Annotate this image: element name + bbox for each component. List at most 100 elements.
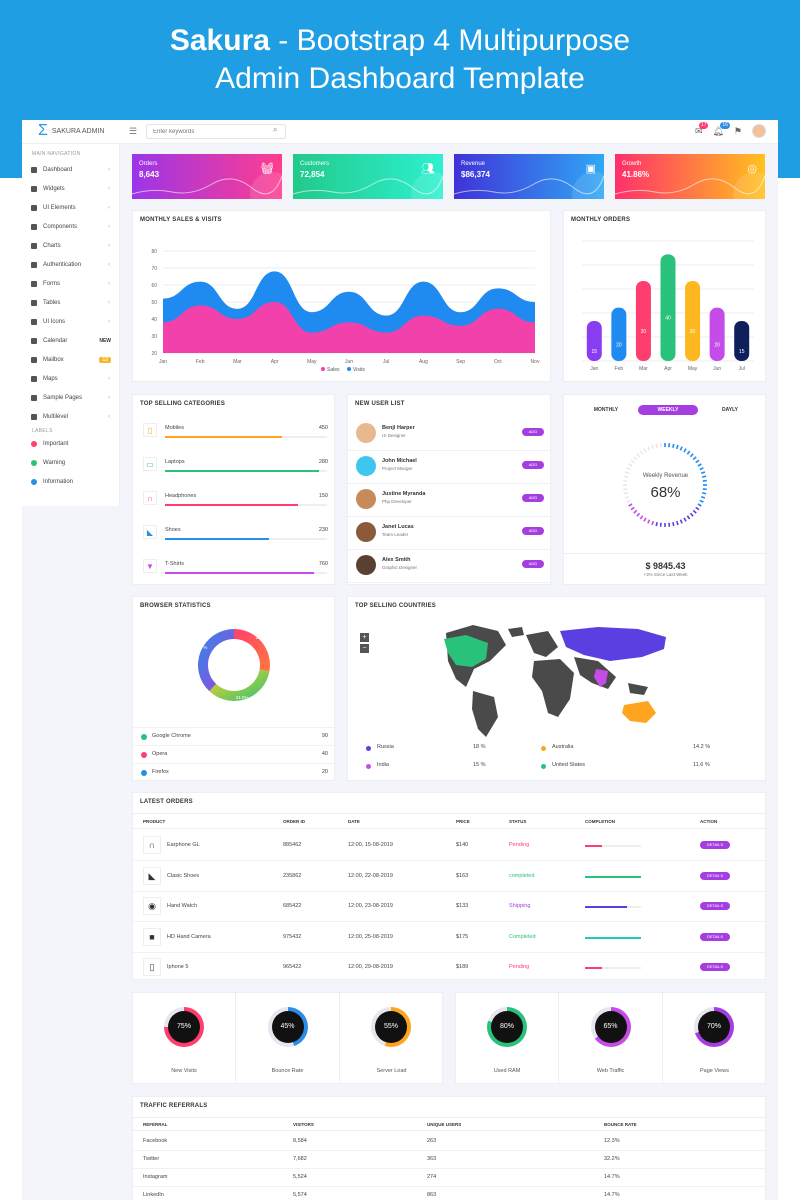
stat-card-customers[interactable]: Customers 72,854 👥︎ [293,154,443,199]
mail-icon[interactable]: ✉ 17 [694,121,709,136]
bar-mar[interactable] [635,281,651,361]
gauge-used-ram[interactable]: 80% Used RAM [456,993,559,1083]
add-user-button[interactable]: ADD [522,428,544,436]
donut-slice[interactable] [234,629,270,672]
add-user-button[interactable]: ADD [522,494,544,502]
brand[interactable]: Σ SAKURA ADMIN [38,123,104,139]
order-row[interactable]: ∩ Earphone GL 885462 12:00, 15-08-2019 $140 P… [133,831,767,861]
gauge-new-visits[interactable]: 75% New Visits [133,993,236,1083]
category-row[interactable]: ∩ Headphones 150 [133,489,336,519]
sidebar-item-maps[interactable]: Maps ‹ [22,369,119,388]
sidebar-item-components[interactable]: Components ‹ [22,217,119,236]
stat-card-revenue[interactable]: Revenue $86,374 ▣ [454,154,604,199]
user-row[interactable]: Benji Harper UI Designer ADD [348,419,552,451]
category-row[interactable]: ▯ Mobiles 450 [133,421,336,451]
map-region-united-states[interactable] [444,635,488,667]
gauge-web-traffic[interactable]: 65% Web Traffic [560,993,663,1083]
user-avatar[interactable] [752,124,766,138]
x-tick-label: Aug [419,359,428,365]
sidebar-item-ui-elements[interactable]: UI Elements ‹ [22,198,119,217]
tab-weekly[interactable]: WEEKLY [638,405,698,415]
browser-row[interactable]: Opera 40 [133,745,336,763]
user-row[interactable]: Justine Myranda Php Developer ADD [348,485,552,517]
tab-monthly[interactable]: MONTHLY [593,407,619,413]
map-zoom-in[interactable]: + [360,633,369,642]
details-button[interactable]: DETAILS [700,841,730,849]
order-id: 235862 [283,872,302,879]
area-series-sales[interactable] [163,302,535,353]
order-row[interactable]: ■ HD Hand Camera 975432 12:00, 25-08-2019 $1… [133,923,767,953]
user-row[interactable]: Alex Smith Graphic Designer ADD [348,551,552,583]
flag-icon[interactable]: ⚑ [733,125,742,136]
map-region-australia[interactable] [622,701,656,723]
bar-feb[interactable] [611,307,627,361]
search-input[interactable] [146,124,286,139]
country-row[interactable]: Australia 14.2 % [541,743,711,755]
label-important[interactable]: Important [22,434,119,453]
category-row[interactable]: ▭ Laptops 280 [133,455,336,485]
bar-jul[interactable] [734,321,750,361]
gauge-tick [683,448,687,453]
country-row[interactable]: United States 11.6 % [541,761,711,773]
details-button[interactable]: DETAILS [700,902,730,910]
order-row[interactable]: ▯ Iphone 5 965422 12:00, 29-08-2019 $189 Pend… [133,953,767,983]
details-button[interactable]: DETAILS [700,963,730,971]
latest-orders-title: LATEST ORDERS [140,799,193,805]
sidebar-item-multilevel[interactable]: Multilevel ‹ [22,407,119,426]
sidebar-item-charts[interactable]: Charts ‹ [22,236,119,255]
stat-card-growth[interactable]: Growth 41.86% ◎ [615,154,765,199]
world-map[interactable] [348,617,767,742]
sidebar-item-forms[interactable]: Forms ‹ [22,274,119,293]
menu-toggle-icon[interactable]: ☰ [129,126,138,136]
user-row[interactable]: John Michael Project Manger ADD [348,452,552,484]
add-user-button[interactable]: ADD [522,527,544,535]
bar-apr[interactable] [660,254,676,361]
tab-dayly[interactable]: DAYLY [721,407,739,413]
map-zoom-out[interactable]: − [360,644,369,653]
map-region-india[interactable] [594,669,608,687]
sidebar-item-dashboard[interactable]: Dashboard ‹ [22,160,119,179]
donut-slice[interactable] [209,669,270,701]
sidebar-item-sample-pages[interactable]: Sample Pages ‹ [22,388,119,407]
category-row[interactable]: ◣ Shoes 230 [133,523,336,553]
traffic-row[interactable]: Twitter 7,682 363 32.2% [133,1151,767,1169]
country-row[interactable]: Russia 18 % [366,743,536,755]
bar-may[interactable] [685,281,701,361]
gauge-bounce-rate[interactable]: 45% Bounce Rate [237,993,340,1083]
search-icon[interactable]: ⌕ [273,125,278,134]
sidebar-item-ui-icons[interactable]: UI Icons ‹ [22,312,119,331]
country-row[interactable]: India 15 % [366,761,536,773]
sidebar-item-widgets[interactable]: Widgets ‹ [22,179,119,198]
gauges-right-card: 80% Used RAM 65% Web Traffic 70% Page Views [455,992,766,1084]
traffic-row[interactable]: LinkedIn 5,574 863 14.7% [133,1187,767,1200]
traffic-row[interactable]: Instagram 5,524 274 14.7% [133,1169,767,1187]
stat-card-orders[interactable]: Orders 8,643 🧺︎ [132,154,282,199]
sidebar-item-tables[interactable]: Tables ‹ [22,293,119,312]
sidebar-item-authentication[interactable]: Authentication ‹ [22,255,119,274]
details-button[interactable]: DETAILS [700,932,730,941]
add-user-button[interactable]: ADD [522,560,544,568]
order-row[interactable]: ◣ Clasic Shoes 235862 12:00, 22-08-2019 $163… [133,862,767,892]
gauge-server-load[interactable]: 55% Server Load [340,993,443,1083]
browser-row[interactable]: Google Chrome 90 [133,727,336,745]
bell-icon[interactable]: 🔔︎ 16 [712,121,730,136]
sidebar-item-label: Mailbox [43,356,64,363]
traffic-row[interactable]: Facebook 8,584 263 12.3% [133,1133,767,1151]
map-region-russia[interactable] [560,627,666,661]
label-warning[interactable]: Warning [22,453,119,472]
add-user-button[interactable]: ADD [522,461,544,469]
order-row[interactable]: ◉ Hand Watch 685422 12:00, 23-08-2019 $133 Sh… [133,892,767,922]
category-row[interactable]: ▼ T-Shirts 760 [133,557,336,587]
gauge-tick [626,499,631,503]
user-row[interactable]: Janet Lucas Team Leader ADD [348,518,552,550]
sidebar-item-mailbox[interactable]: Mailbox 12 [22,350,119,369]
gauge-page-views[interactable]: 70% Page Views [663,993,766,1083]
user-role: Project Manger [382,466,413,471]
details-button[interactable]: DETAILS [700,871,730,880]
sidebar-item-calendar[interactable]: Calendar NEW [22,331,119,350]
browser-row[interactable]: Firefox 20 [133,763,336,781]
bar-jan[interactable] [586,321,602,361]
label-information[interactable]: Information [22,472,119,491]
donut-slice[interactable] [198,629,234,692]
bar-jun[interactable] [709,307,725,361]
